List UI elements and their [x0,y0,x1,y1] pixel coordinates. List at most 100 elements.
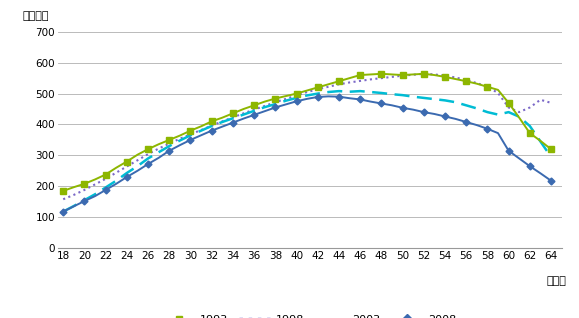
1993 [335,79,342,83]
2008 [325,94,332,98]
1993 [494,88,501,92]
1998 [113,171,120,175]
1998 [177,137,184,141]
2003 [70,204,77,208]
2008 [303,97,310,101]
1998 [473,81,480,85]
2003 [81,198,88,202]
2008 [526,164,533,168]
2003 [431,97,438,101]
2008 [399,106,406,110]
2008 [346,96,353,100]
2008 [197,133,204,137]
1993 [261,100,268,104]
2008 [102,188,109,192]
1993 [177,134,184,137]
1998 [314,87,321,91]
2003 [367,90,374,94]
2003 [452,100,459,104]
1993 [251,103,258,107]
2008 [187,138,194,142]
1998 [399,74,406,78]
2003 [219,120,226,124]
2003 [102,186,109,190]
2003 [166,144,173,148]
1993 [442,75,449,79]
1998 [452,76,459,80]
2003 [420,96,427,100]
Line: 2008: 2008 [61,94,554,214]
1993 [325,82,332,86]
2003 [261,105,268,109]
1993 [70,185,77,189]
1998 [293,93,300,97]
1993 [272,97,278,100]
1993 [484,85,491,89]
1998 [145,152,152,156]
1998 [494,91,501,95]
1998 [431,73,438,76]
2008 [484,127,491,131]
2003 [335,89,342,93]
1993 [399,73,406,77]
2003 [548,155,555,159]
2003 [505,110,512,114]
1993 [537,139,544,143]
1993 [346,76,353,80]
2003 [134,164,141,168]
1993 [420,72,427,76]
2008 [494,131,501,135]
1998 [229,115,236,119]
1993 [60,189,67,193]
2003 [410,95,417,99]
1993 [389,73,395,76]
2008 [177,143,184,147]
2008 [505,149,512,153]
2008 [293,100,300,103]
1993 [155,142,162,146]
1998 [155,147,162,150]
2003 [537,140,544,143]
2003 [325,90,332,94]
1998 [272,100,278,104]
2008 [208,129,215,133]
1993 [410,73,417,76]
2003 [484,110,491,114]
1998 [516,110,523,114]
2008 [367,100,374,104]
1998 [367,78,374,81]
1993 [283,94,290,98]
2008 [452,117,459,121]
2003 [283,99,290,103]
2008 [357,98,364,101]
1998 [463,78,470,82]
1993 [91,177,98,181]
2003 [177,139,184,142]
2008 [516,156,523,160]
2008 [548,179,555,183]
1998 [60,197,67,201]
1998 [240,111,247,115]
2008 [420,110,427,114]
2008 [229,121,236,125]
2008 [70,204,77,208]
1998 [283,97,290,101]
1993 [314,86,321,89]
1993 [357,73,364,77]
2008 [442,114,449,118]
2008 [91,194,98,198]
2003 [314,92,321,95]
1998 [335,82,342,86]
1993 [166,138,173,142]
2008 [145,162,152,166]
2003 [251,109,258,113]
2003 [229,116,236,120]
1998 [219,120,226,123]
2008 [272,106,278,109]
1998 [102,177,109,181]
1998 [548,101,555,105]
2008 [123,175,130,179]
1993 [240,107,247,111]
2008 [335,95,342,99]
2008 [473,123,480,127]
